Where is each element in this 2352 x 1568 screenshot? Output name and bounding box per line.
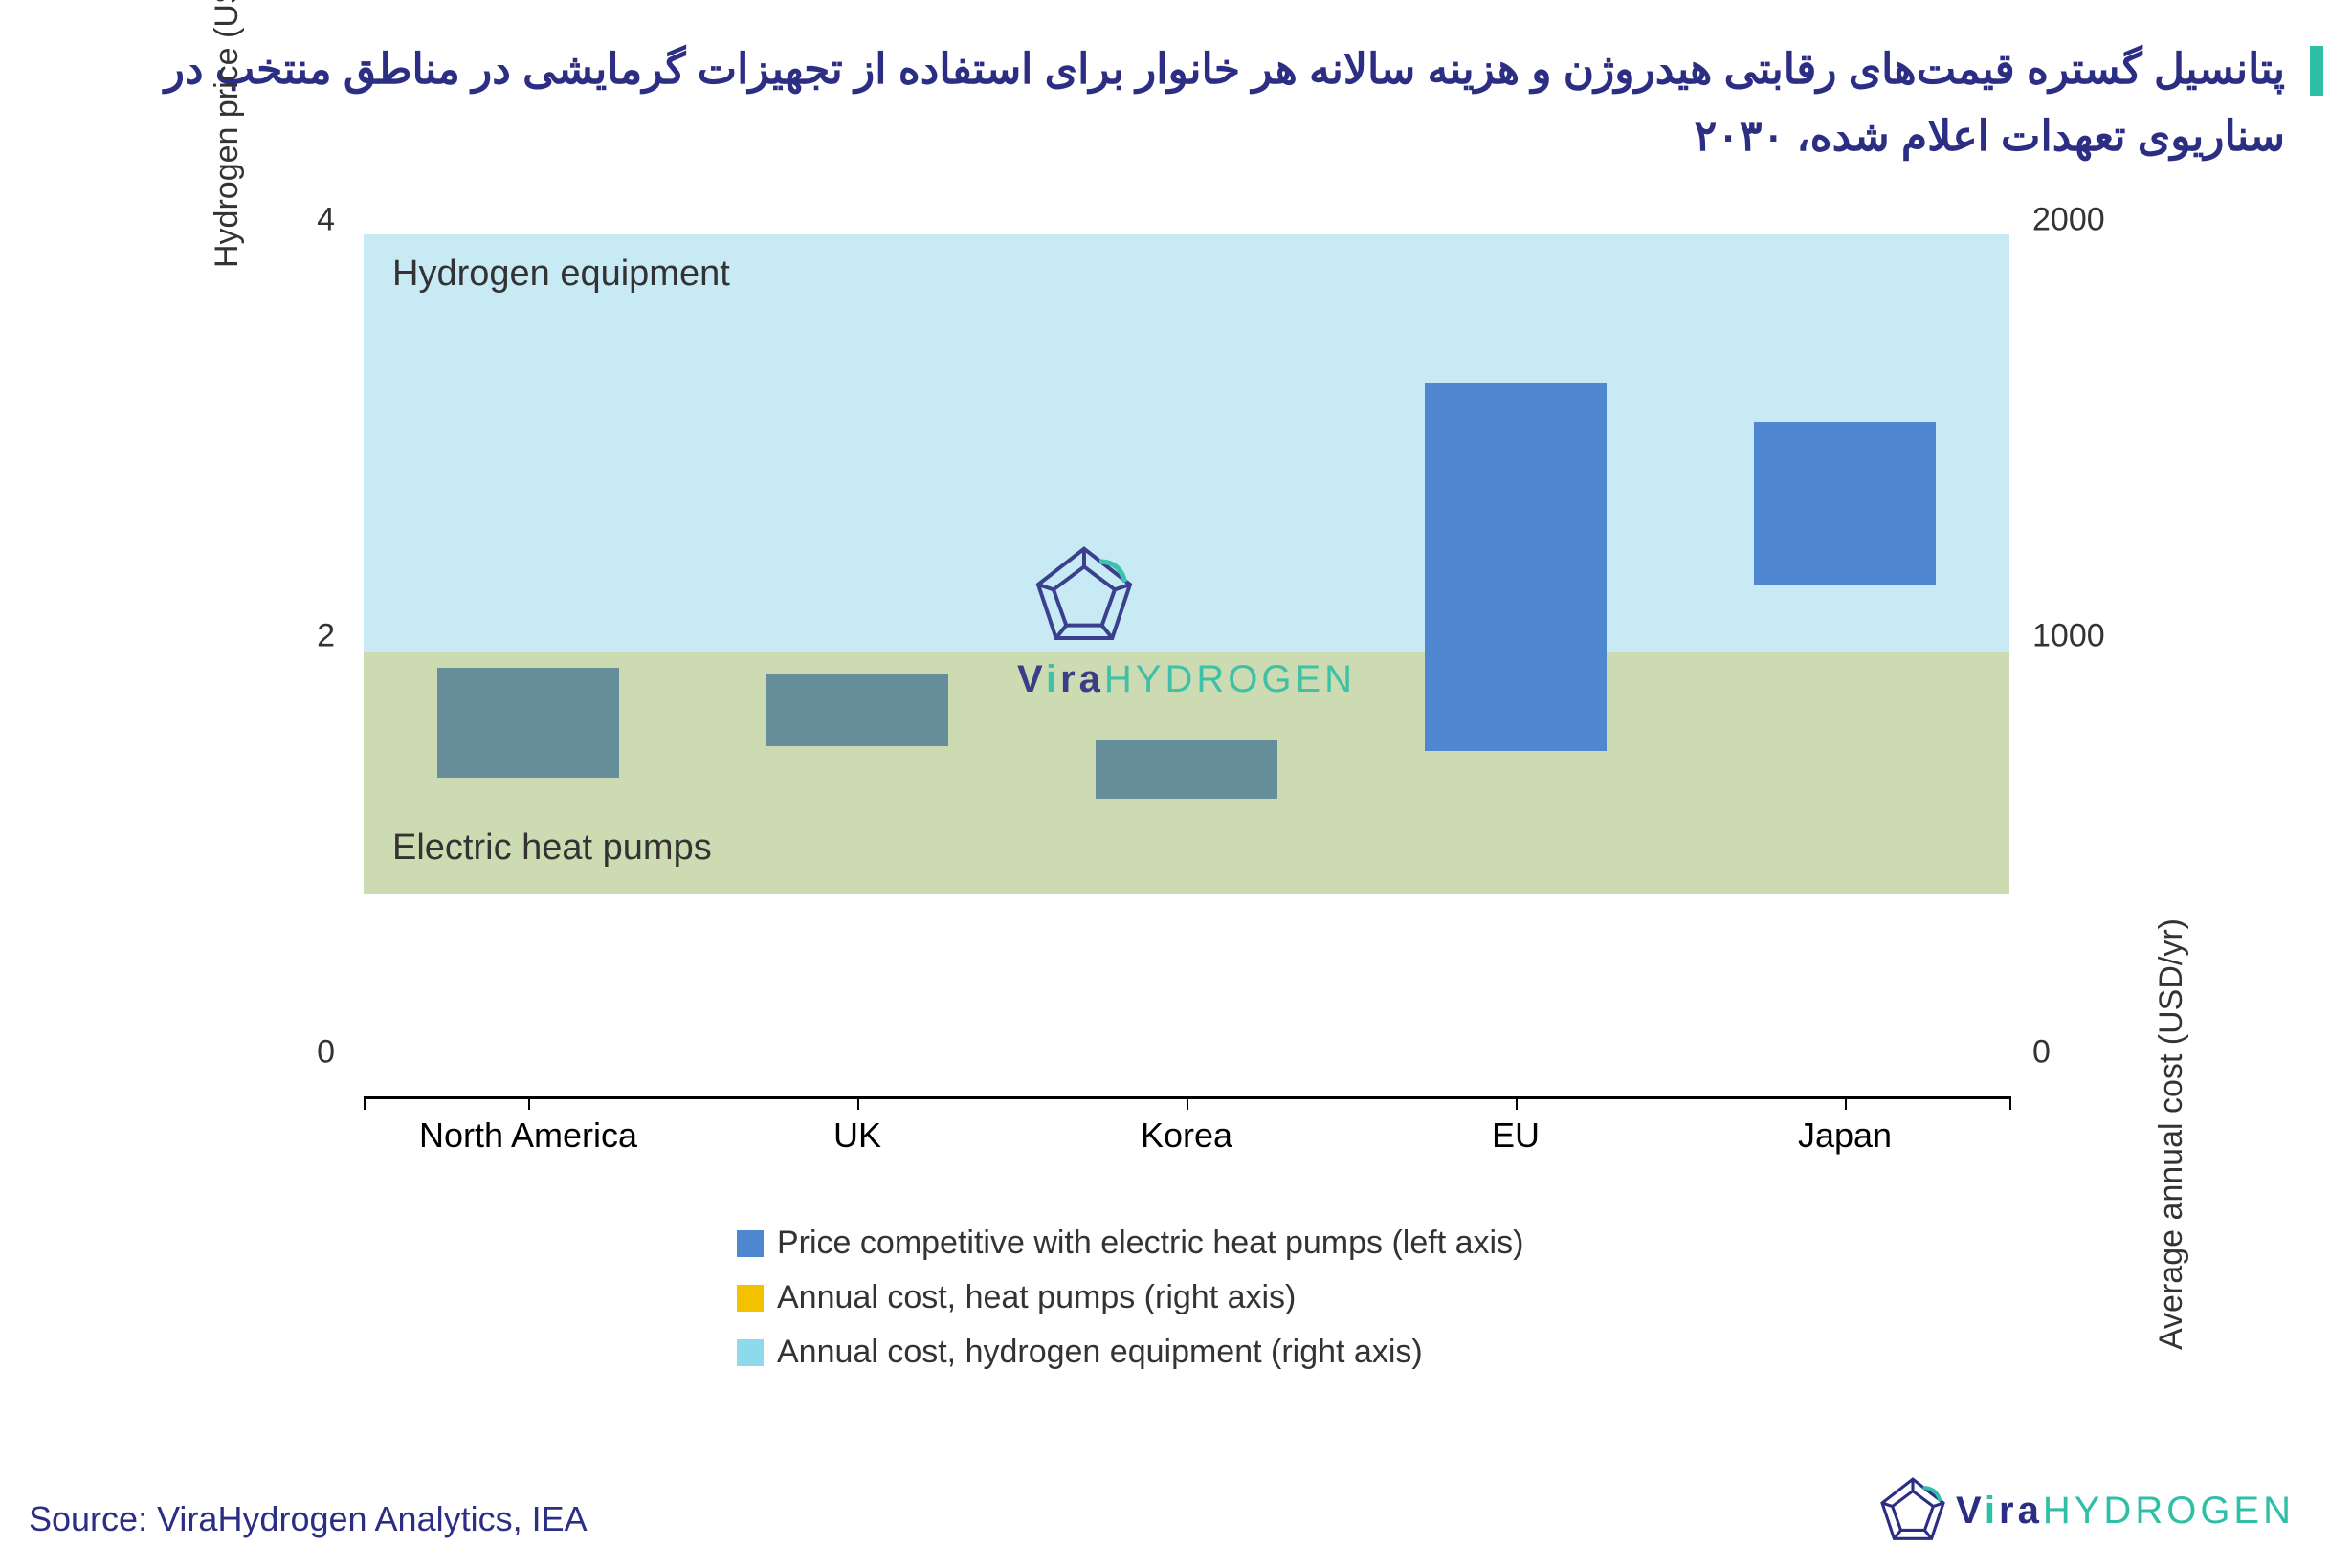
legend-label: Annual cost, heat pumps (right axis) — [777, 1279, 1296, 1316]
source-attribution: Source: ViraHydrogen Analytics, IEA — [29, 1499, 588, 1539]
x-tick — [857, 1096, 859, 1110]
x-tick — [2009, 1096, 2011, 1110]
x-tick — [1845, 1096, 1847, 1110]
y-left-tick-label: 4 — [258, 202, 335, 239]
x-tick-label: North America — [419, 1115, 637, 1156]
x-tick — [1516, 1096, 1518, 1110]
band-label-heatpumps: Electric heat pumps — [392, 828, 712, 869]
legend-label: Price competitive with electric heat pum… — [777, 1225, 1523, 1262]
x-tick-label: EU — [1492, 1115, 1540, 1156]
x-tick — [528, 1096, 530, 1110]
legend-item: Annual cost, heat pumps (right axis) — [737, 1279, 1523, 1316]
page-title: پتانسیل گستره قیمت‌های رقابتی هیدروژن و … — [105, 36, 2285, 171]
x-tick — [364, 1096, 366, 1110]
y-axis-right-label: Average annual cost (USD/yr) — [2153, 918, 2190, 1350]
legend-swatch — [737, 1285, 764, 1312]
legend-item: Price competitive with electric heat pum… — [737, 1225, 1523, 1262]
chart-legend: Price competitive with electric heat pum… — [737, 1225, 1523, 1388]
legend-swatch — [737, 1230, 764, 1257]
pentagon-logo-icon — [1870, 1472, 1956, 1549]
x-tick-label: Korea — [1141, 1115, 1232, 1156]
y-right-tick-label: 1000 — [2032, 618, 2128, 655]
y-left-tick-label: 2 — [258, 618, 335, 655]
watermark-logo: ViraHYDROGEN — [1017, 539, 1356, 701]
title-accent-bar — [2310, 46, 2323, 96]
legend-label: Annual cost, hydrogen equipment (right a… — [777, 1334, 1423, 1371]
y-right-tick-label: 2000 — [2032, 202, 2128, 239]
x-tick-label: Japan — [1798, 1115, 1892, 1156]
bar-uk — [766, 674, 947, 746]
watermark-hydrogen-text: HYDROGEN — [1104, 658, 1356, 700]
bar-north-america — [437, 668, 618, 778]
y-left-tick-label: 0 — [258, 1034, 335, 1071]
legend-swatch — [737, 1339, 764, 1366]
band-label-hydrogen: Hydrogen equipment — [392, 254, 730, 295]
bar-japan — [1754, 422, 1935, 585]
plot-area: ViraHYDROGEN Hydrogen equipment Electric … — [364, 220, 2009, 1052]
brand-logo-corner: ViraHYDROGEN — [1870, 1472, 2295, 1549]
bar-eu — [1425, 383, 1606, 751]
x-tick-label: UK — [833, 1115, 881, 1156]
y-right-tick-label: 0 — [2032, 1034, 2128, 1071]
watermark-vira-text: Vira — [1017, 658, 1104, 700]
y-axis-left-label: Hydrogen price (USD/kg) — [209, 0, 246, 268]
legend-item: Annual cost, hydrogen equipment (right a… — [737, 1334, 1523, 1371]
chart-container: Hydrogen price (USD/kg) Average annual c… — [153, 201, 2163, 1253]
pentagon-logo-icon — [1017, 539, 1151, 653]
x-tick — [1187, 1096, 1188, 1110]
bar-korea — [1096, 740, 1276, 799]
